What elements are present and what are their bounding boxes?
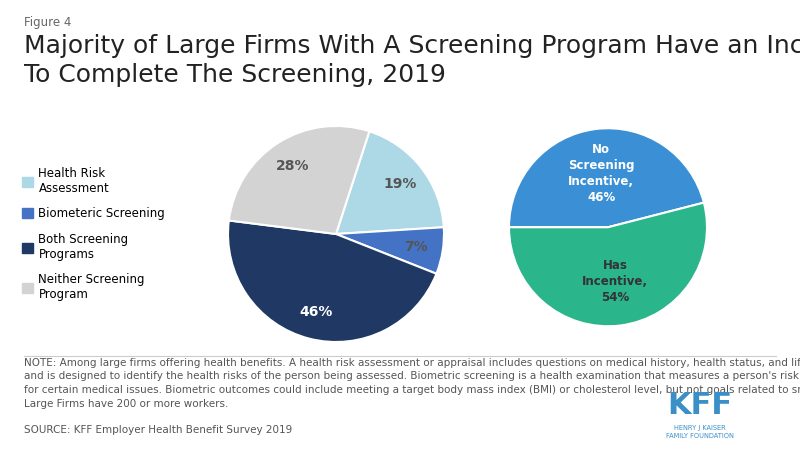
Wedge shape xyxy=(229,126,370,234)
Wedge shape xyxy=(509,128,704,227)
Wedge shape xyxy=(336,131,444,234)
Text: No
Screening
Incentive,
46%: No Screening Incentive, 46% xyxy=(568,143,634,204)
Legend: Health Risk
Assessment, Biometeric Screening, Both Screening
Programs, Neither S: Health Risk Assessment, Biometeric Scree… xyxy=(22,167,165,301)
Wedge shape xyxy=(228,220,437,342)
Wedge shape xyxy=(336,227,444,274)
Text: 46%: 46% xyxy=(299,306,333,320)
Text: Figure 4: Figure 4 xyxy=(24,16,71,29)
Text: Majority of Large Firms With A Screening Program Have an Incentive
To Complete T: Majority of Large Firms With A Screening… xyxy=(24,34,800,87)
Text: Has
Incentive,
54%: Has Incentive, 54% xyxy=(582,259,648,304)
Text: KFF: KFF xyxy=(667,391,733,419)
Text: 7%: 7% xyxy=(404,240,428,254)
Text: 28%: 28% xyxy=(276,158,310,173)
Text: SOURCE: KFF Employer Health Benefit Survey 2019: SOURCE: KFF Employer Health Benefit Surv… xyxy=(24,425,292,435)
Text: HENRY J KAISER
FAMILY FOUNDATION: HENRY J KAISER FAMILY FOUNDATION xyxy=(666,425,734,439)
Text: NOTE: Among large firms offering health benefits. A health risk assessment or ap: NOTE: Among large firms offering health … xyxy=(24,358,800,409)
Text: 19%: 19% xyxy=(383,177,417,191)
Wedge shape xyxy=(509,202,707,326)
